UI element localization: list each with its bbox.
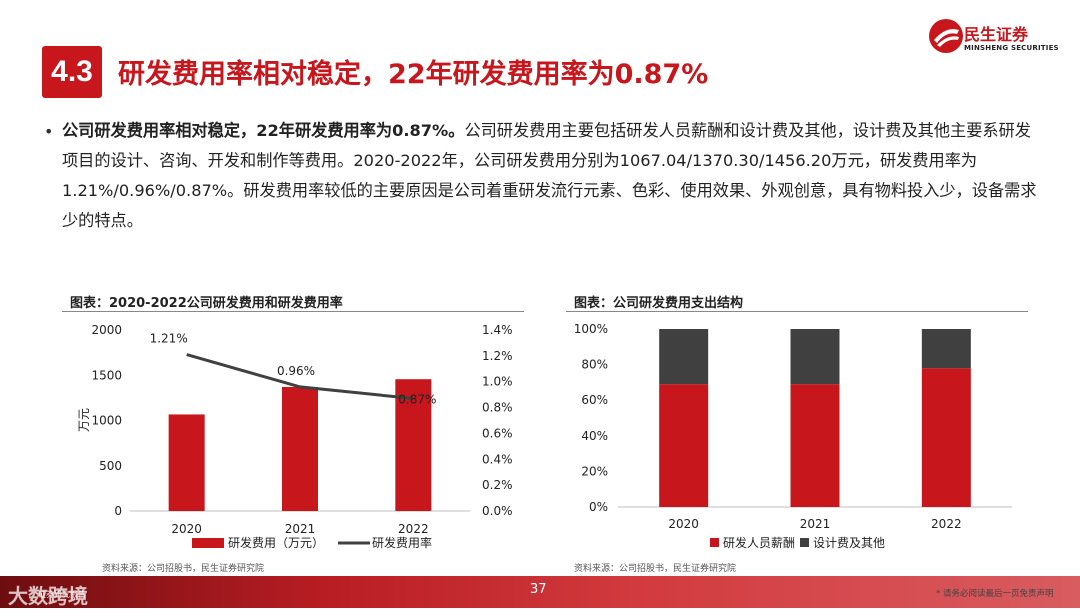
y-tick-label: 0% xyxy=(589,500,608,514)
y-tick-label: 2000 xyxy=(91,323,122,337)
y-tick-label: 60% xyxy=(581,393,608,407)
y2-tick-label: 0.0% xyxy=(482,504,513,518)
bar-design-other xyxy=(659,329,709,385)
y-tick-label: 1000 xyxy=(91,414,122,428)
chart2-title: 图表：公司研发费用支出结构 xyxy=(574,296,744,311)
y2-tick-label: 0.4% xyxy=(482,452,513,466)
minsheng-logo-icon xyxy=(929,19,963,53)
line-rd-rate xyxy=(186,353,414,401)
bar-staff-salary xyxy=(921,368,971,507)
rate-data-label: 0.96% xyxy=(277,364,315,378)
x-tick-label: 2021 xyxy=(800,517,831,531)
y-tick-label: 0 xyxy=(114,504,122,518)
bullet-marker: • xyxy=(44,122,54,141)
chart2-source: 资料来源：公司招股书，民生证券研究院 xyxy=(574,564,737,574)
logo-text: 民生证券 xyxy=(964,25,1029,44)
legend-label-bar: 研发费用（万元） xyxy=(228,535,324,550)
bar-rd-expense xyxy=(395,379,432,511)
bar-staff-salary xyxy=(659,384,709,507)
legend-label: 设计费及其他 xyxy=(813,536,885,550)
page-title: 研发费用率相对稳定，22年研发费用率为0.87% xyxy=(118,59,709,90)
y-tick-label: 80% xyxy=(581,358,608,372)
x-tick-label: 2022 xyxy=(931,517,962,531)
x-tick-label: 2020 xyxy=(171,522,202,536)
bar-design-other xyxy=(921,329,971,369)
bar-staff-salary xyxy=(790,384,840,507)
x-tick-label: 2022 xyxy=(398,522,429,536)
rate-data-label: 0.87% xyxy=(398,393,436,407)
bullet-bold-lead: 公司研发费用率相对稳定，22年研发费用率为0.87%。 xyxy=(62,121,465,140)
y-tick-label: 500 xyxy=(99,459,122,473)
y-tick-label: 100% xyxy=(574,322,608,336)
legend-swatch-bar xyxy=(192,538,224,548)
legend-label-line: 研发费用率 xyxy=(372,535,432,550)
y-tick-label: 20% xyxy=(581,464,608,478)
logo-subtext: MINSHENG SECURITIES xyxy=(964,44,1059,52)
watermark: 大数跨境 xyxy=(8,584,88,608)
bar-rd-expense xyxy=(282,386,318,511)
y2-tick-label: 1.0% xyxy=(482,375,513,389)
chart1-divider xyxy=(62,311,524,312)
y-axis-label: 万元 xyxy=(77,408,91,432)
rate-data-label: 1.21% xyxy=(150,332,188,346)
legend-swatch xyxy=(800,538,809,547)
section-badge: 4.3 xyxy=(42,46,102,98)
legend-swatch xyxy=(710,538,719,547)
watermark-subtext: 证券研究报告 xyxy=(38,590,86,599)
bullet-body: 公司研发费用主要包括研发人员薪酬和设计费及其他，设计费及其他主要系研发项目的设计… xyxy=(62,121,1037,230)
bar-rd-expense xyxy=(168,414,205,511)
page-number: 37 xyxy=(530,582,547,597)
y2-tick-label: 1.2% xyxy=(482,349,513,363)
y2-tick-label: 0.8% xyxy=(482,401,513,415)
chart2-divider xyxy=(566,311,1028,312)
y2-tick-label: 0.2% xyxy=(482,478,513,492)
chart1-source: 资料来源：公司招股书，民生证券研究院 xyxy=(102,564,265,574)
disclaimer: * 请务必阅读最后一页免责声明 xyxy=(936,589,1054,599)
bullet-paragraph: 公司研发费用率相对稳定，22年研发费用率为0.87%。公司研发费用主要包括研发人… xyxy=(62,116,1040,236)
y-tick-label: 1500 xyxy=(91,368,122,382)
chart1-title: 图表：2020-2022公司研发费用和研发费用率 xyxy=(70,296,343,311)
x-tick-label: 2021 xyxy=(285,522,316,536)
x-tick-label: 2020 xyxy=(668,517,699,531)
y2-tick-label: 0.6% xyxy=(482,426,513,440)
bar-design-other xyxy=(790,329,840,385)
y-tick-label: 40% xyxy=(581,429,608,443)
legend-label: 研发人员薪酬 xyxy=(723,535,795,550)
footer-bar xyxy=(0,576,1080,608)
y2-tick-label: 1.4% xyxy=(482,323,513,337)
